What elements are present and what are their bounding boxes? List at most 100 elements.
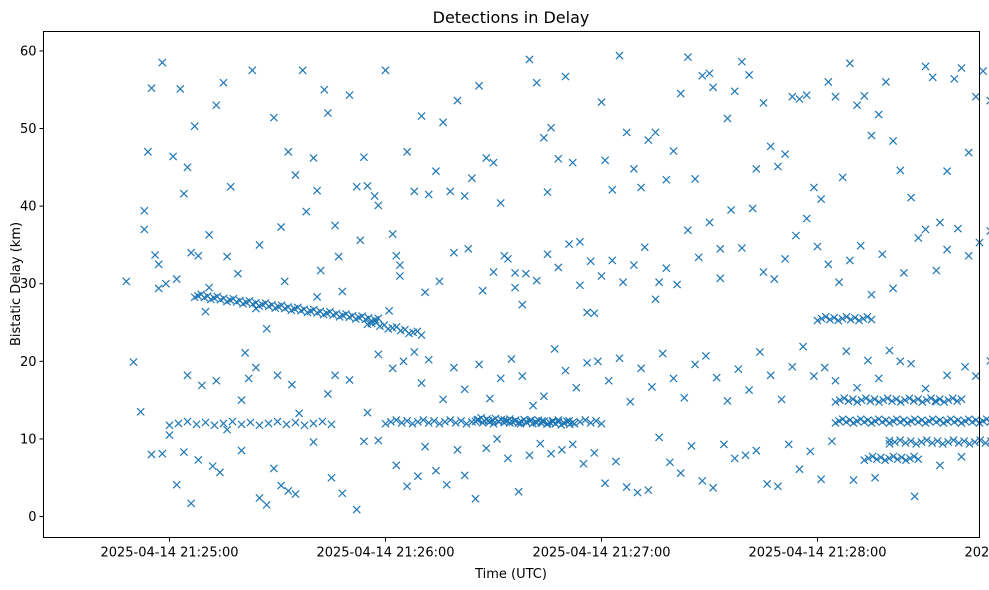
data-point [817,314,826,323]
data-point [187,499,196,508]
data-point [395,271,404,280]
x-tick-label: 2025-04-14 21:28:00 [748,546,886,561]
data-point [658,349,667,358]
data-point [954,438,963,447]
data-point [874,397,883,407]
data-point [356,236,365,245]
data-point [471,494,480,503]
data-point [129,358,138,367]
data-point [921,62,930,71]
data-point [848,395,857,404]
data-point [896,436,905,445]
data-point [417,112,426,121]
data-point [817,475,826,484]
data-point [821,312,830,321]
data-point [269,113,278,122]
data-point [543,250,552,259]
data-point [403,482,412,491]
data-point [730,87,739,96]
data-point [223,425,232,434]
data-point [691,174,700,183]
data-point [752,164,761,173]
y-tick-label: 60 [20,44,37,59]
data-point [233,269,242,278]
data-point [359,153,368,162]
data-point [737,244,746,253]
data-point [374,314,383,323]
data-point [932,266,941,275]
data-point [273,417,282,426]
data-point [388,364,397,373]
data-point [976,436,985,445]
data-point [601,156,610,165]
data-point [912,439,921,448]
data-point [280,277,289,286]
x-tick-label: 2025-04-14 21:25:00 [100,546,238,561]
data-point [179,448,188,457]
data-point [413,417,422,426]
data-point [965,439,974,448]
y-tick-label: 30 [20,277,37,292]
data-point [457,416,466,425]
data-point [392,251,401,260]
data-point [439,395,448,404]
data-point [938,439,947,448]
data-point [953,397,962,406]
data-point [781,150,790,159]
data-point [935,218,944,227]
data-point [986,96,989,105]
data-point [352,505,361,514]
data-point [979,67,988,76]
data-point [662,175,671,184]
data-point [863,356,872,365]
data-point [874,374,883,383]
data-point [381,66,390,75]
data-point [453,96,462,105]
data-point [205,283,214,292]
data-point [309,419,318,428]
data-point [174,419,183,428]
data-point [575,417,584,426]
data-point [316,266,325,275]
data-point [824,260,833,269]
plot-frame [43,31,980,538]
y-tick-label: 10 [20,432,37,447]
data-point [608,256,617,265]
y-tick-label: 0 [28,510,36,525]
data-point [885,436,894,445]
data-point [640,243,649,252]
data-point [334,252,343,261]
data-point [410,187,419,196]
data-point [791,231,800,240]
data-point [906,437,915,446]
data-point [424,355,433,364]
data-points [122,51,989,514]
data-point [838,173,847,182]
data-point [431,466,440,475]
data-point [651,295,660,304]
data-point [944,438,953,447]
data-point [262,324,271,333]
data-point [981,438,989,447]
data-point [485,394,494,403]
data-point [403,147,412,156]
data-point [183,163,192,172]
data-point [932,397,941,406]
data-point [986,356,989,365]
data-point [482,153,491,163]
y-tick-label: 50 [20,122,37,137]
data-point [853,397,862,407]
data-point [879,396,888,405]
data-point [338,287,347,296]
data-point [439,118,448,127]
data-point [521,269,530,278]
data-point [705,69,714,78]
data-point [755,347,764,357]
data-point [698,71,707,80]
data-point [669,146,678,156]
data-point [905,454,915,463]
data-point [309,438,318,447]
data-point [971,92,980,101]
data-point [885,439,894,448]
